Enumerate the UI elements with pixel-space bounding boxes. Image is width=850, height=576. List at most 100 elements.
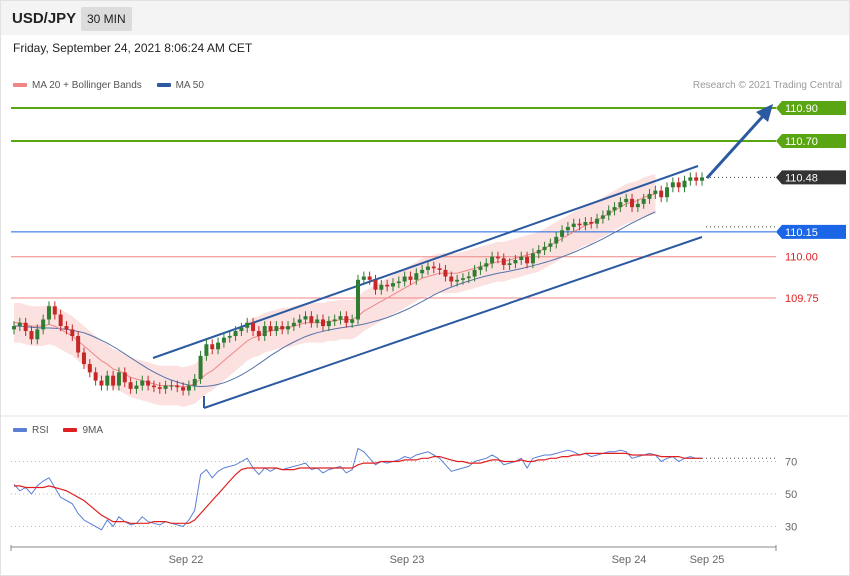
candle-body [280, 326, 285, 330]
rsi-line [13, 447, 702, 531]
candle-body [239, 327, 244, 332]
candle-body [361, 276, 366, 280]
candle-body [571, 223, 576, 227]
candle-body [577, 223, 582, 226]
candle-body [583, 222, 588, 226]
candle-body [606, 210, 611, 216]
candle-body [70, 329, 75, 336]
price-label-2: 110.48 [785, 172, 818, 184]
candle-body [175, 385, 180, 388]
candle-body [81, 352, 86, 365]
candle-body [35, 329, 40, 340]
candle-body [694, 177, 699, 181]
candle-body [338, 316, 343, 320]
candle-body [624, 198, 629, 203]
candle-body [513, 260, 518, 264]
candle-body [665, 187, 670, 198]
candle-body [169, 385, 174, 387]
x-tick-label-0: Sep 22 [169, 554, 204, 566]
candle-body [286, 326, 291, 330]
candle-body [116, 372, 121, 386]
candle-body [245, 322, 250, 328]
candle-body [23, 322, 28, 332]
candle-body [204, 344, 209, 356]
candle-body [530, 253, 535, 264]
candle-body [186, 385, 191, 391]
candle-body [87, 364, 92, 373]
candle-body [379, 284, 384, 290]
candle-body [536, 250, 541, 254]
legend-swatch-9ma [63, 428, 78, 433]
candle-body [151, 385, 156, 388]
candle-body [420, 269, 425, 274]
timeframe-badge[interactable]: 30 MIN [81, 7, 132, 31]
x-tick-label-2: Sep 24 [612, 554, 647, 566]
price-tag-0 [776, 101, 846, 115]
candle-body [350, 319, 355, 323]
rsi-tick-label-50: 50 [785, 489, 797, 501]
candle-body [396, 281, 401, 284]
credit-text: Research © 2021 Trading Central [692, 80, 842, 91]
candle-body [437, 268, 442, 270]
candle-body [134, 385, 139, 389]
candle-body [221, 337, 226, 343]
candle-body [105, 375, 110, 386]
candle-body [256, 331, 261, 336]
legend-rsi-label: RSI [32, 425, 49, 436]
candle-body [332, 319, 337, 322]
candle-body [210, 344, 215, 350]
candle-body [595, 218, 600, 224]
legend-rsi: RSI [13, 425, 49, 436]
candle-body [315, 319, 320, 323]
candle-body [99, 380, 104, 386]
candle-body [408, 276, 413, 280]
candle-body [525, 256, 530, 264]
candle-body [472, 269, 477, 277]
candle-body [390, 283, 395, 287]
candle-body [233, 331, 238, 336]
candle-body [64, 326, 69, 330]
candle-body [414, 273, 419, 280]
candle-body [198, 355, 203, 379]
candle-body [140, 380, 145, 386]
candle-body [216, 342, 221, 350]
candle-body [565, 226, 570, 231]
candle-body [507, 263, 512, 265]
candle-body [157, 387, 162, 389]
channel-upper-line [152, 165, 699, 359]
candle-body [17, 322, 22, 327]
candle-body [449, 276, 454, 282]
x-tick-label-3: Sep 25 [690, 554, 725, 566]
ma50-line [14, 211, 656, 388]
candle-body [122, 372, 127, 383]
candle-body [431, 266, 436, 269]
legend-ma50: MA 50 [156, 80, 204, 91]
candle-body [612, 207, 617, 211]
candle-body [303, 316, 308, 320]
candle-body [618, 202, 623, 208]
candle-body [402, 276, 407, 282]
main-legend: MA 20 + Bollinger Bands MA 50 [13, 80, 216, 91]
timestamp: Friday, September 24, 2021 8:06:24 AM CE… [13, 41, 253, 55]
candle-body [251, 322, 256, 332]
price-label-5: 109.75 [785, 293, 819, 305]
candle-body [700, 177, 704, 181]
price-label-1: 110.70 [785, 136, 818, 148]
candle-body [425, 266, 430, 270]
candle-body [111, 375, 116, 386]
rsi-tick-label-70: 70 [785, 457, 797, 469]
candle-body [548, 243, 553, 247]
candle-body [630, 198, 635, 208]
candle-body [52, 306, 57, 315]
candle-body [262, 326, 267, 336]
candle-body [192, 378, 197, 386]
candle-body [128, 382, 133, 389]
x-tick-label-1: Sep 23 [390, 554, 425, 566]
candle-body [676, 182, 681, 188]
channel-lower-line [203, 236, 703, 409]
candle-body [455, 279, 460, 282]
price-label-3: 110.15 [785, 227, 818, 239]
candle-body [76, 336, 81, 353]
symbol-title: USD/JPY [12, 10, 77, 27]
